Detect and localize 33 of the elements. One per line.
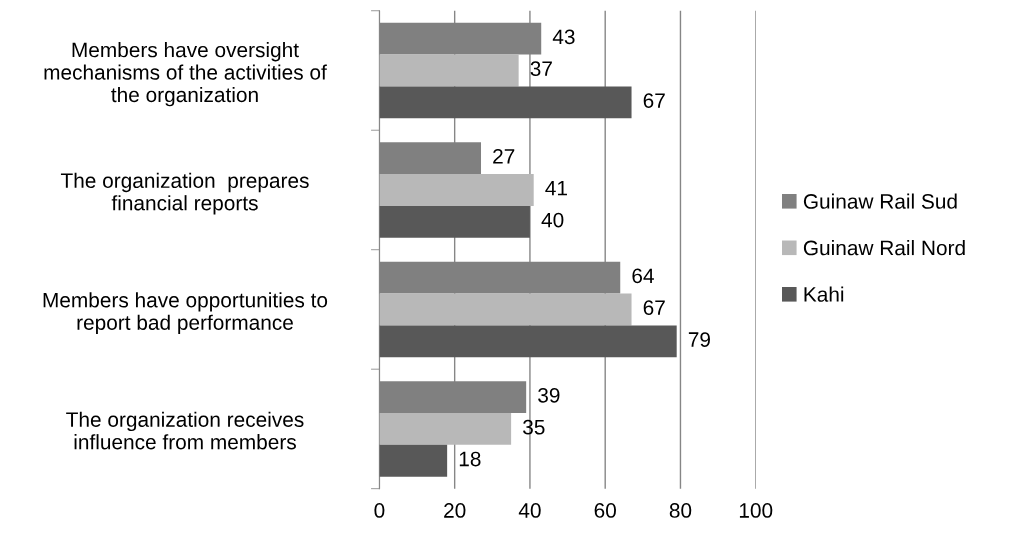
- bar: [379, 54, 519, 87]
- data-label: 39: [538, 387, 560, 403]
- data-label: 27: [493, 148, 515, 164]
- x-tick-label: 20: [444, 503, 466, 518]
- y-tick-label: The organization prepares financial reports: [60, 172, 309, 215]
- bar: [379, 293, 632, 326]
- x-tick-label: 40: [518, 503, 541, 518]
- data-label: 37: [530, 61, 552, 77]
- bar: [379, 174, 534, 206]
- bar: [379, 444, 448, 477]
- legend-label: Kahi: [804, 286, 844, 302]
- bar: [379, 413, 512, 445]
- x-tick-label: 80: [669, 503, 692, 518]
- bar: [379, 325, 677, 358]
- data-label: 43: [552, 29, 575, 45]
- data-label: 35: [523, 419, 545, 435]
- data-label: 79: [688, 332, 710, 347]
- data-label: 18: [459, 451, 481, 467]
- legend-label: Guinaw Rail Nord: [803, 239, 965, 256]
- y-tick-label: Members have opportunities to report bad performance: [43, 292, 328, 335]
- data-label: 41: [545, 181, 567, 196]
- data-label: 40: [541, 212, 564, 228]
- data-label: 67: [643, 93, 665, 108]
- x-tick-label: 60: [594, 503, 616, 518]
- bar: [379, 86, 632, 119]
- legend-label: Guinaw Rail Sud: [803, 193, 957, 209]
- y-tick-label: The organization receives influence from members: [66, 411, 304, 450]
- data-label: 64: [632, 268, 654, 284]
- y-tick-label: Members have oversight mechanisms of the activities of the organization: [44, 42, 327, 107]
- bar: [379, 205, 530, 238]
- x-tick-label: 100: [739, 503, 773, 518]
- data-label: 67: [643, 300, 665, 316]
- x-tick-label: 0: [374, 503, 385, 518]
